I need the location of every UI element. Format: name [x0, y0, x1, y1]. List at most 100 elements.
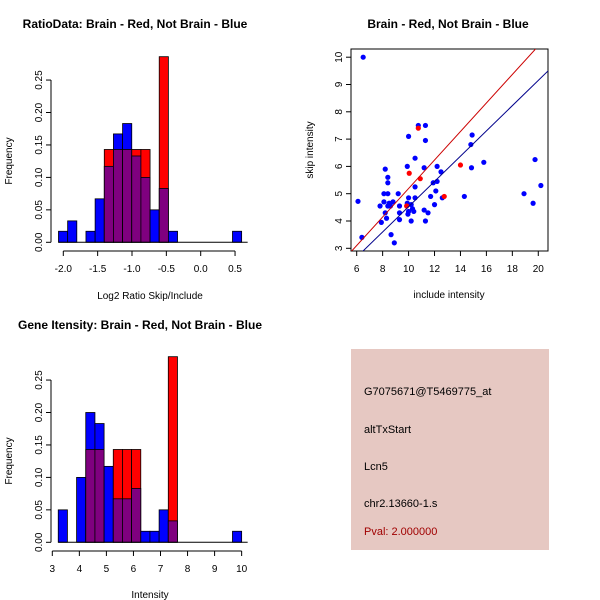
blue-bar [67, 220, 78, 243]
blue-bar [232, 530, 243, 543]
x-tick-label: 5 [104, 564, 110, 575]
x-tick-label: 3 [50, 564, 56, 575]
blue-bar [57, 509, 68, 543]
overlap-bar [167, 520, 178, 543]
blue-point [412, 155, 418, 161]
blue-bar [232, 230, 243, 243]
blue-point [530, 200, 536, 206]
x-tick-label: 0.5 [228, 264, 242, 275]
blue-point [382, 166, 388, 172]
blue-point [385, 191, 391, 197]
blue-point [412, 184, 418, 190]
x-tick-label: 9 [212, 564, 218, 575]
x-tick-label: -1.5 [89, 264, 107, 275]
ratio-histogram-ylabel: Frequency [4, 137, 15, 184]
overlap-bar [131, 488, 142, 543]
overlap-bar [122, 149, 133, 243]
gene-name: Lcn5 [364, 461, 388, 473]
blue-point [405, 133, 412, 139]
y-tick-label: 8 [334, 109, 345, 115]
x-tick-label: 6 [354, 264, 360, 275]
red-bar [167, 356, 178, 543]
red-point [417, 176, 423, 182]
y-tick-label: 3 [334, 245, 345, 251]
overlap-bar [122, 498, 133, 543]
blue-bar [158, 509, 169, 543]
red-point [406, 170, 412, 176]
blue-point [390, 199, 396, 205]
blue-point [383, 215, 390, 221]
x-tick-label: 7 [158, 564, 164, 575]
intensity-histogram-title: Gene Itensity: Brain - Red, Not Brain - … [18, 318, 262, 332]
y-tick-label: 0.25 [34, 370, 45, 390]
y-tick-label: 0.10 [34, 167, 45, 187]
blue-point [381, 199, 387, 205]
x-tick-label: 20 [533, 264, 545, 275]
x-tick-label: 10 [403, 264, 415, 275]
blue-point [382, 210, 388, 216]
blue-point [381, 191, 387, 197]
blue-point [377, 203, 383, 209]
gene-info-panel: G7075671@T5469775_at altTxStart Lcn5 chr… [351, 349, 549, 550]
blue-point [405, 208, 412, 215]
x-tick-label: 8 [185, 564, 191, 575]
blue-point [412, 195, 418, 201]
blue-point [422, 122, 429, 129]
scatter-xlabel: include intensity [413, 290, 484, 301]
blue-point [408, 218, 414, 224]
red-point [457, 162, 464, 168]
overlap-bar [131, 155, 142, 243]
red-point [441, 193, 447, 200]
blue-point [421, 165, 427, 171]
blue-bar [140, 530, 151, 543]
scatter-ylabel: skip intensity [305, 121, 316, 178]
overlap-bar [158, 188, 169, 243]
blue-point [481, 159, 487, 165]
x-tick-label: -0.5 [158, 264, 176, 275]
intensity-histogram-ylabel: Frequency [4, 437, 15, 484]
x-tick-label: -1.0 [123, 264, 141, 275]
blue-point [378, 219, 384, 225]
blue-point [461, 193, 467, 200]
pval-text: Pval: 2.000000 [364, 526, 438, 538]
x-tick-label: 18 [507, 264, 519, 275]
blue-bar [76, 476, 87, 543]
ratio-histogram-title: RatioData: Brain - Red, Not Brain - Blue [23, 17, 248, 31]
blue-point [425, 210, 431, 216]
y-tick-label: 0.05 [34, 500, 45, 520]
blue-bar [149, 530, 160, 543]
y-tick-label: 0.10 [34, 467, 45, 487]
x-tick-label: 12 [429, 264, 441, 275]
blue-bar [58, 230, 69, 243]
overlap-bar [112, 498, 123, 543]
x-tick-label: 16 [481, 264, 493, 275]
event-type: altTxStart [364, 424, 412, 436]
blue-point [411, 208, 417, 215]
blue-point [385, 174, 391, 180]
intensity-histogram: Gene Itensity: Brain - Red, Not Brain - … [4, 318, 262, 600]
blue-point [521, 191, 527, 197]
y-tick-label: 9 [334, 81, 345, 87]
x-tick-label: 14 [455, 264, 467, 275]
y-tick-label: 0.20 [34, 402, 45, 422]
y-tick-label: 10 [334, 51, 345, 63]
blue-point [395, 191, 401, 197]
overlap-bar [85, 449, 96, 543]
blue-point [360, 54, 366, 60]
x-tick-label: 4 [77, 564, 83, 575]
blue-point [396, 203, 403, 209]
blue-point [388, 232, 394, 238]
red-point [415, 125, 421, 131]
x-tick-label: 6 [131, 564, 137, 575]
overlap-bar [103, 165, 114, 243]
x-tick-label: 0.0 [194, 264, 208, 275]
blue-bar [103, 465, 114, 543]
x-tick-label: -2.0 [55, 264, 73, 275]
scatter-title: Brain - Red, Not Brain - Blue [367, 17, 529, 31]
y-tick-label: 0.25 [34, 70, 45, 90]
blue-point [469, 132, 475, 138]
blue-point [385, 180, 391, 186]
y-tick-label: 6 [334, 163, 345, 169]
blue-point [428, 193, 434, 200]
